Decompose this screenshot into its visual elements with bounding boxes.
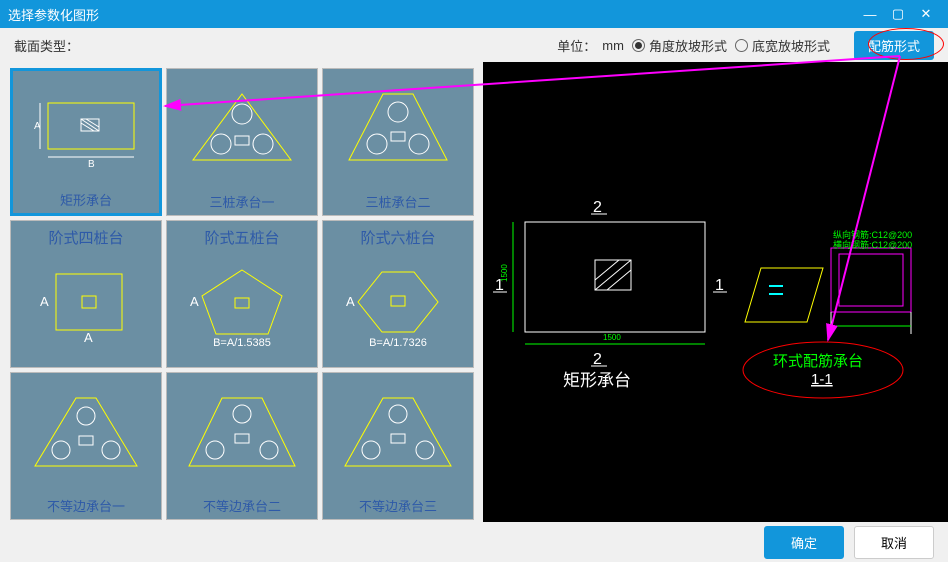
svg-text:B: B [88,159,95,170]
thumb-tri-cap-2[interactable]: 三桩承台二 [322,68,474,216]
svg-text:环式配筋承台: 环式配筋承台 [773,353,863,370]
preview-panel: 1500 1500 2 2 1 1 矩形承台 纵向钢筋:C12@200 横向钢 [483,62,948,522]
ok-button[interactable]: 确定 [764,526,844,559]
footer: 确定 取消 [0,522,948,562]
unit-value: mm [602,38,624,53]
thumb-uneq-3[interactable]: 不等边承台三 [322,372,474,520]
thumb-title: 阶式四桩台 [48,227,123,248]
unit-label: 单位： [557,36,596,55]
close-button[interactable]: ✕ [912,0,940,28]
svg-text:1: 1 [495,277,504,294]
thumb-label: 不等边承台二 [203,494,281,519]
thumb-label: 矩形承台 [60,188,112,213]
rebar-form-button[interactable]: 配筋形式 [854,31,934,60]
thumb-svg [11,373,161,494]
content-area: A B 矩形承台 三桩承台一 [0,62,948,522]
svg-text:纵向钢筋:C12@200: 纵向钢筋:C12@200 [833,229,912,240]
thumb-rect-cap[interactable]: A B 矩形承台 [10,68,162,216]
thumb-step-5[interactable]: 阶式五桩台 A B=A/1.5385 [166,220,318,368]
section-type-label: 截面类型： [14,36,79,55]
thumb-svg [323,69,473,190]
slope-angle-radio[interactable]: 角度放坡形式 [632,36,727,55]
thumbnail-grid: A B 矩形承台 三桩承台一 [0,62,483,522]
thumb-sub: B=A/1.7326 [369,337,427,349]
thumb-sub: B=A/1.5385 [213,337,271,349]
preview-svg: 1500 1500 2 2 1 1 矩形承台 纵向钢筋:C12@200 横向钢 [483,62,948,522]
thumb-step-4[interactable]: 阶式四桩台 A A [10,220,162,368]
thumb-tri-cap-1[interactable]: 三桩承台一 [166,68,318,216]
thumb-svg [323,373,473,494]
svg-text:A: A [40,294,49,309]
maximize-button[interactable]: ▢ [884,0,912,28]
thumb-title: 阶式六桩台 [360,227,435,248]
thumb-svg [167,373,317,494]
svg-text:1-1: 1-1 [811,371,833,388]
thumb-label: 三桩承台一 [209,190,274,215]
svg-text:横向钢筋:C12@200: 横向钢筋:C12@200 [833,239,912,250]
thumb-label: 三桩承台二 [365,190,430,215]
svg-text:1: 1 [715,277,724,294]
slope-width-radio[interactable]: 底宽放坡形式 [735,36,830,55]
thumb-svg [167,69,317,190]
thumb-title: 阶式五桩台 [204,227,279,248]
svg-text:A: A [84,330,93,345]
svg-text:1500: 1500 [603,333,621,342]
svg-text:A: A [34,121,41,132]
svg-text:矩形承台: 矩形承台 [563,371,631,390]
thumb-uneq-2[interactable]: 不等边承台二 [166,372,318,520]
thumb-uneq-1[interactable]: 不等边承台一 [10,372,162,520]
toolbar: 截面类型： 单位： mm 角度放坡形式 底宽放坡形式 配筋形式 [0,28,948,62]
svg-text:A: A [190,294,199,309]
thumb-svg: A B [13,71,159,188]
svg-text:2: 2 [593,199,602,216]
cancel-button[interactable]: 取消 [854,526,934,559]
minimize-button[interactable]: — [856,0,884,28]
titlebar: 选择参数化图形 — ▢ ✕ [0,0,948,28]
thumb-label: 不等边承台三 [359,494,437,519]
window-title: 选择参数化图形 [8,5,99,24]
svg-text:A: A [346,294,355,309]
svg-text:2: 2 [593,351,602,368]
thumb-label: 不等边承台一 [47,494,125,519]
thumb-step-6[interactable]: 阶式六桩台 A B=A/1.7326 [322,220,474,368]
